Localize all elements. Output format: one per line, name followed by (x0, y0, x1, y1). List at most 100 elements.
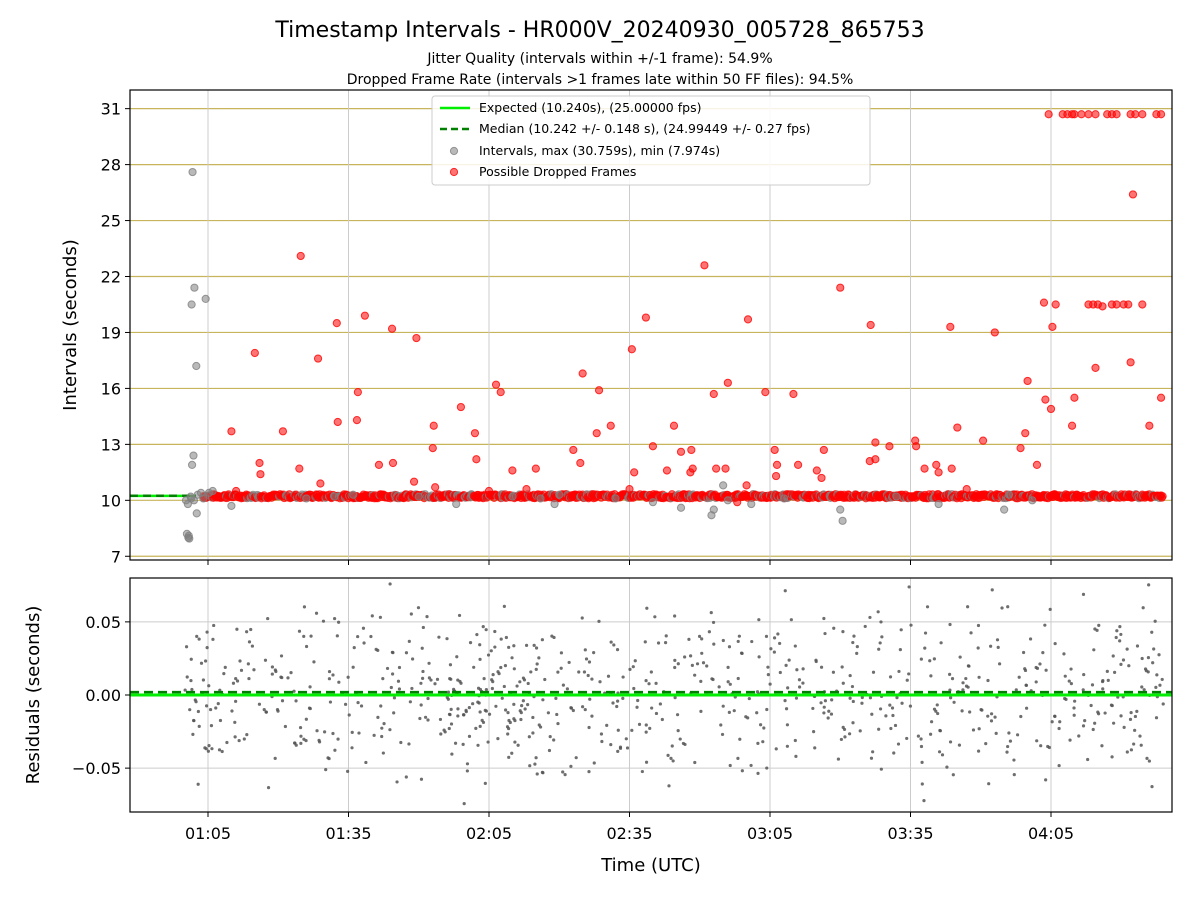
residual-point (827, 709, 831, 713)
residual-point (270, 672, 274, 676)
residual-point (841, 630, 845, 634)
dropped-frame-point (1046, 404, 1056, 414)
residual-point (425, 614, 429, 619)
residual-point (663, 641, 668, 645)
residual-point (606, 674, 611, 678)
residual-point (1138, 734, 1142, 738)
residual-point (700, 651, 704, 655)
interval-point (199, 494, 208, 503)
residual-point (520, 704, 524, 708)
residual-point (563, 773, 567, 777)
residual-point (736, 639, 740, 644)
residual-point (448, 663, 453, 667)
interval-point (1004, 490, 1013, 499)
residual-point (512, 667, 516, 671)
residual-point (635, 705, 639, 709)
residual-point (1140, 685, 1144, 689)
residual-point (1118, 625, 1122, 629)
dropped-frame-point (295, 464, 304, 473)
residual-point (528, 764, 532, 768)
residual-point (1024, 683, 1028, 687)
residual-point (822, 705, 826, 709)
residual-point (461, 742, 465, 746)
residuals-ylabel: Residuals (seconds) (23, 606, 44, 785)
residual-point (1100, 679, 1105, 684)
residual-point (534, 667, 538, 671)
intervals-ytick-label: 7 (111, 547, 121, 566)
dropped-frame-point (761, 388, 770, 397)
residual-point (721, 704, 725, 708)
dropped-frame-point (1124, 300, 1133, 309)
residual-point (644, 760, 649, 764)
residual-point (1038, 662, 1042, 666)
residual-point (1086, 757, 1090, 762)
residual-point (878, 641, 882, 645)
residual-point (616, 728, 620, 732)
dropped-frame-point (1077, 110, 1086, 119)
interval-point (723, 496, 732, 505)
residual-point (746, 716, 750, 720)
dropped-frame-point (742, 481, 751, 490)
residual-point (660, 717, 664, 722)
residual-point (396, 679, 401, 683)
intervals-ytick-label: 25 (101, 212, 121, 231)
residual-point (814, 659, 818, 664)
residual-point (392, 696, 397, 700)
residual-point (205, 646, 209, 650)
residual-point (787, 658, 791, 662)
dropped-frame-point (1091, 363, 1100, 372)
residual-point (868, 696, 873, 700)
residual-point (673, 614, 677, 618)
residual-point (587, 725, 591, 730)
residual-point (456, 707, 460, 711)
residual-point (1106, 678, 1110, 682)
residual-point (892, 751, 896, 755)
residual-point (476, 700, 480, 704)
residual-point (547, 748, 552, 753)
residual-point (231, 681, 236, 685)
residual-point (1063, 674, 1067, 678)
residual-point (750, 639, 754, 644)
residual-point (879, 620, 883, 624)
residual-point (830, 698, 834, 702)
residual-point (294, 699, 298, 703)
residual-point (327, 669, 332, 674)
residual-point (772, 636, 777, 640)
residual-point (522, 678, 527, 682)
residual-point (1119, 662, 1123, 666)
residual-point (245, 630, 249, 634)
residual-point (336, 737, 340, 741)
residual-point (822, 616, 826, 621)
residual-point (1046, 744, 1050, 749)
residual-point (478, 657, 482, 661)
dropped-frame-point (1044, 110, 1053, 119)
residual-point (337, 620, 341, 624)
dropped-frame-point (648, 442, 658, 451)
residual-point (464, 708, 468, 712)
dropped-frame-point (1128, 190, 1138, 199)
dropped-frame-point (865, 457, 874, 466)
residual-point (346, 675, 350, 679)
residual-point (574, 756, 578, 760)
residual-point (600, 739, 604, 744)
residual-point (895, 696, 899, 700)
residual-point (1119, 632, 1123, 637)
residual-point (582, 670, 587, 674)
residual-point (565, 687, 570, 691)
residual-point (868, 615, 872, 620)
dropped-frame-point (387, 324, 397, 333)
interval-point (536, 494, 545, 503)
dropped-frame-point (431, 483, 440, 492)
residual-point (217, 748, 222, 752)
residual-point (546, 711, 550, 715)
residual-point (298, 725, 303, 730)
dropped-frame-point (1156, 110, 1166, 119)
interval-band-point (1158, 492, 1167, 501)
interval-point (189, 451, 198, 460)
residual-point (793, 644, 797, 648)
residual-point (649, 670, 653, 674)
dropped-frame-point (1041, 395, 1050, 404)
residual-point (196, 782, 200, 786)
residual-point (194, 700, 198, 704)
residual-point (989, 712, 994, 716)
